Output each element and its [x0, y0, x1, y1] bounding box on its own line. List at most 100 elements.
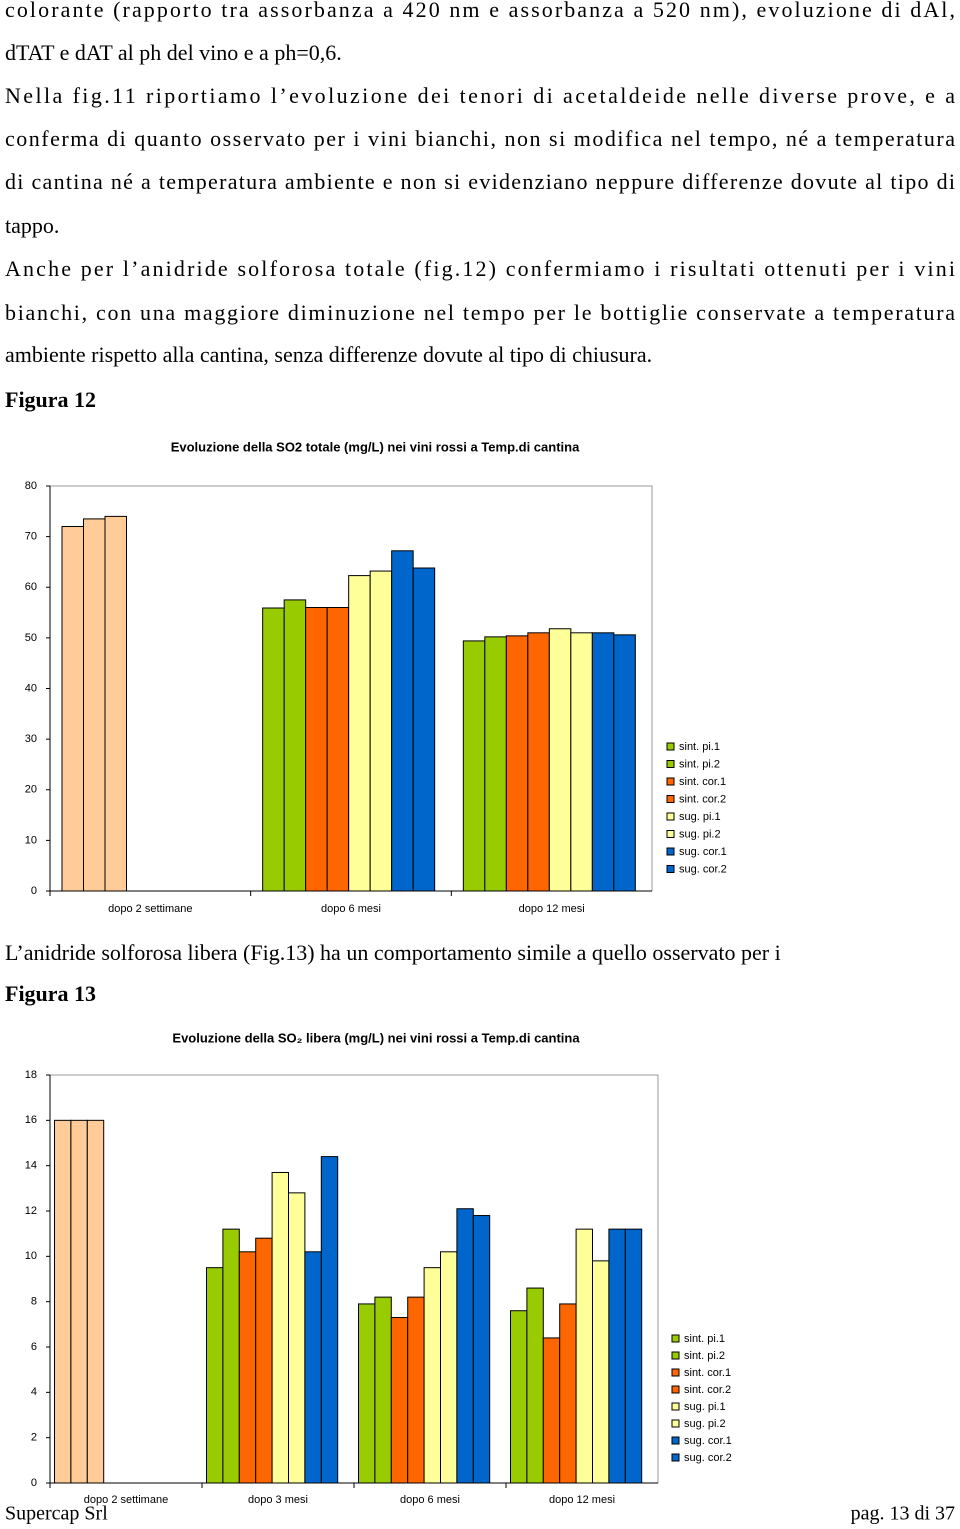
- y-tick-label: 0: [31, 1477, 37, 1489]
- x-tick-label: dopo 3 mesi: [248, 1494, 308, 1506]
- y-tick-label: 14: [25, 1160, 37, 1172]
- bar: [542, 1337, 561, 1484]
- bar: [613, 634, 636, 892]
- bar: [255, 1237, 273, 1484]
- legend-label: sint. pi.1: [684, 1333, 725, 1345]
- bar: [591, 632, 615, 892]
- y-tick-label: 30: [25, 733, 37, 745]
- bar: [407, 1296, 425, 1484]
- bar: [559, 1303, 577, 1484]
- legend-swatch: [671, 1368, 680, 1377]
- legend-swatch: [666, 812, 675, 821]
- paragraph-line: colorante (rapporto tra assorbanza a 420…: [5, 0, 955, 22]
- legend-label: sug. pi.1: [684, 1401, 726, 1413]
- bar: [70, 1119, 88, 1484]
- bar: [527, 632, 550, 892]
- y-tick-label: 10: [25, 834, 37, 846]
- bar: [472, 1215, 491, 1484]
- y-tick-label: 70: [25, 531, 37, 543]
- figure-label: Figura 13: [5, 981, 96, 1006]
- legend-label: sug. pi.2: [679, 828, 721, 840]
- legend-swatch: [666, 830, 675, 838]
- y-tick-label: 20: [25, 784, 37, 796]
- bar: [222, 1228, 240, 1484]
- bar: [391, 550, 414, 892]
- bar: [262, 607, 285, 892]
- legend-label: sug. pi.2: [684, 1418, 726, 1430]
- bar: [271, 1171, 290, 1484]
- legend-swatch: [666, 795, 675, 803]
- x-tick-label: dopo 12 mesi: [549, 1494, 615, 1506]
- bar: [374, 1296, 392, 1484]
- y-tick-label: 12: [25, 1205, 37, 1217]
- bar: [304, 1251, 322, 1484]
- footer-left: Supercap Srl: [5, 1503, 108, 1525]
- paragraph-line: tappo.: [5, 213, 59, 238]
- bar: [305, 607, 328, 892]
- legend-label: sug. cor.2: [679, 863, 727, 875]
- bar: [61, 526, 84, 892]
- paragraph-line: Nella fig.11 riportiamo l’evoluzione dei…: [5, 83, 955, 108]
- legend-label: sint. pi.1: [679, 741, 720, 753]
- y-tick-label: 6: [31, 1341, 37, 1353]
- bar: [326, 607, 350, 892]
- legend-label: sint. cor.1: [679, 776, 726, 788]
- legend-label: sug. pi.1: [679, 811, 721, 823]
- x-tick-label: dopo 6 mesi: [321, 903, 381, 915]
- legend-swatch: [671, 1351, 680, 1360]
- legend-label: sug. cor.2: [684, 1452, 732, 1464]
- legend-swatch: [671, 1419, 680, 1428]
- bar: [412, 567, 436, 892]
- y-tick-label: 4: [31, 1386, 37, 1398]
- paragraph-line: di cantina né a temperatura ambiente e n…: [5, 169, 955, 194]
- bar: [440, 1251, 458, 1484]
- legend-swatch: [666, 760, 675, 768]
- y-tick-label: 2: [31, 1432, 37, 1444]
- legend-swatch: [666, 777, 675, 786]
- bar: [570, 632, 593, 892]
- bar: [358, 1303, 376, 1484]
- legend-label: sint. cor.2: [679, 793, 726, 805]
- legend-swatch: [666, 742, 675, 751]
- bar: [624, 1228, 643, 1484]
- paragraph-line: conferma di quanto osservato per i vini …: [5, 126, 955, 151]
- x-tick-label: dopo 2 settimane: [84, 1494, 168, 1506]
- legend-label: sug. cor.1: [684, 1435, 732, 1447]
- chart-title: Evoluzione della SO₂ libera (mg/L) nei v…: [172, 1030, 580, 1045]
- bar: [526, 1287, 544, 1484]
- paragraph-line: L’anidride solforosa libera (Fig.13) ha …: [5, 940, 781, 965]
- bar: [390, 1317, 409, 1484]
- y-tick-label: 8: [31, 1296, 37, 1308]
- bar: [86, 1119, 105, 1484]
- bar: [54, 1119, 72, 1484]
- paragraph-line: dTAT e dAT al ph del vino e a ph=0,6.: [5, 40, 342, 65]
- legend-swatch: [671, 1453, 680, 1462]
- y-tick-label: 80: [25, 480, 37, 492]
- paragraph-line: Anche per l’anidride solforosa totale (f…: [5, 256, 955, 281]
- y-tick-label: 0: [31, 885, 37, 897]
- x-tick-label: dopo 12 mesi: [519, 903, 585, 915]
- bar: [206, 1267, 224, 1484]
- bar: [238, 1251, 257, 1484]
- bar: [575, 1228, 593, 1484]
- y-tick-label: 50: [25, 632, 37, 644]
- footer-right: pag. 13 di 37: [851, 1503, 955, 1525]
- bar: [283, 599, 307, 892]
- bar: [462, 640, 486, 892]
- legend-swatch: [666, 865, 675, 873]
- chart-title: Evoluzione della SO2 totale (mg/L) nei v…: [171, 439, 580, 454]
- legend-label: sint. pi.2: [679, 758, 720, 770]
- bar: [104, 515, 127, 892]
- legend-label: sug. cor.1: [679, 846, 727, 858]
- bar: [369, 570, 393, 892]
- legend-label: sint. cor.2: [684, 1384, 731, 1396]
- bar: [288, 1192, 306, 1484]
- bar: [608, 1228, 626, 1484]
- y-tick-label: 10: [25, 1250, 37, 1262]
- bar: [456, 1208, 474, 1484]
- legend-swatch: [671, 1385, 680, 1394]
- bar: [348, 575, 371, 892]
- bar: [83, 518, 106, 892]
- bar: [510, 1310, 528, 1484]
